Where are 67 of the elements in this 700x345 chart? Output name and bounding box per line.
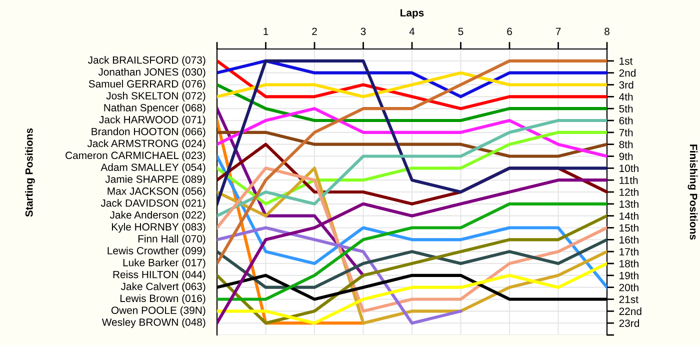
x-tick-label: 1 <box>264 28 268 36</box>
y-tick-label: 4th <box>619 92 633 101</box>
y-tick-label: 23rd <box>619 319 639 327</box>
line-series <box>217 59 607 266</box>
series-label: Lewis Crowther (099) <box>108 246 206 256</box>
line-series <box>217 262 607 325</box>
y-tick-label: 18th <box>620 260 638 268</box>
y-tick-label: 21st <box>619 296 638 304</box>
series-label: Jake Calvert (063) <box>120 282 206 292</box>
line-series <box>217 59 607 110</box>
y-tick-label: 1st <box>620 58 633 65</box>
series-label: Jamie SHARPE (089) <box>105 175 206 185</box>
series-label: Reiss HILTON (044) <box>113 270 206 280</box>
y-tick-label: 14th <box>620 212 638 220</box>
series-label: Finn Hall (070) <box>138 234 206 245</box>
series-label: Luke Barker (017) <box>123 258 206 268</box>
series-label: Jonathan JONES (030) <box>98 68 206 78</box>
y-tick-label: 5th <box>619 104 633 112</box>
y-tick-label: 9th <box>619 152 633 160</box>
series-label: Jack HARWOOD (071) <box>99 116 206 126</box>
x-tick-label: 5 <box>458 28 464 36</box>
y-tick-label: 15th <box>620 224 638 232</box>
series-label: Josh SKELTON (072) <box>106 92 206 102</box>
x-tick-label: 7 <box>556 28 561 36</box>
y-tick-label: 12th <box>620 188 638 196</box>
y-tick-label: 3rd <box>619 80 634 89</box>
line-series <box>217 59 607 206</box>
series-label: Jack DAVIDSON (021) <box>100 199 206 209</box>
series-label: Brandon HOOTON (066) <box>92 128 206 138</box>
series-label: Jake Anderson (022) <box>110 210 206 221</box>
series-label: Lewis Brown (016) <box>120 294 206 304</box>
x-axis-title: Laps <box>400 9 424 19</box>
x-tick-label: 6 <box>507 28 512 36</box>
x-tick-label: 4 <box>409 28 415 36</box>
y-tick-label: 22nd <box>619 307 642 316</box>
y-tick-label: 11th <box>620 176 638 184</box>
y-tick-label: 17th <box>620 248 638 256</box>
series-label: Max JACKSON (056) <box>108 187 206 197</box>
line-series <box>217 118 607 218</box>
line-series <box>217 214 607 325</box>
y-tick-label: 16th <box>620 236 638 244</box>
y-tick-label: 6th <box>619 116 633 124</box>
y-tick-label: 8th <box>619 140 633 148</box>
series-label: Adam SMALLEY (054) <box>100 163 206 174</box>
y-tick-label: 13th <box>620 200 638 208</box>
series-label: Nathan Spencer (068) <box>104 104 206 114</box>
line-series <box>217 202 607 301</box>
series-label: Wesley BROWN (048) <box>102 318 206 328</box>
series-label: Kyle HORNBY (083) <box>112 222 206 233</box>
x-tick-label: 8 <box>604 28 610 36</box>
series-label: Cameron CARMICHAEL (023) <box>66 151 206 162</box>
y-tick-label: 19th <box>620 272 638 280</box>
y-tick-label: 2nd <box>619 69 636 77</box>
x-tick-label: 3 <box>360 28 366 36</box>
text: Starting Positions <box>25 128 35 217</box>
series-label: Jack BRAILSFORD (073) <box>88 56 206 66</box>
y-tick-label: 7th <box>619 128 633 136</box>
series-label: Owen POOLE (39N) <box>111 306 206 316</box>
y-axis-title: Finishing Positions <box>688 144 698 240</box>
series-label: Samuel GERRARD (076) <box>88 80 206 90</box>
x-tick-label: 2 <box>312 28 317 36</box>
series-label: Jack ARMSTRONG (024) <box>87 139 206 150</box>
line-series <box>217 226 462 325</box>
y-tick-label: 10th <box>620 164 638 172</box>
line-series <box>217 107 607 158</box>
line-series <box>217 238 607 289</box>
y-tick-label: 20th <box>619 284 638 292</box>
